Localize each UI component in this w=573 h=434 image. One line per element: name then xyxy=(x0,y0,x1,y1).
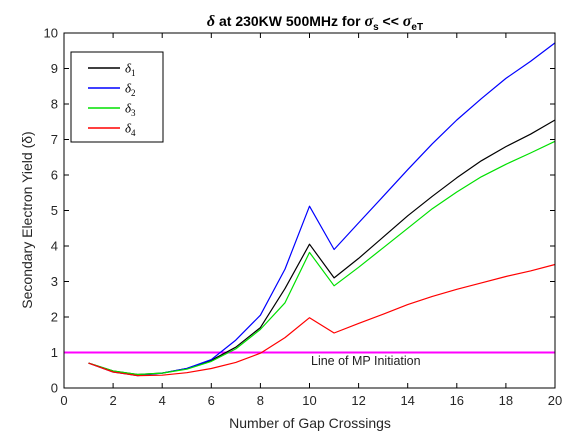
legend-label-delta-1: δ1 xyxy=(125,61,136,79)
y-tick-label: 5 xyxy=(51,203,58,218)
x-tick-label: 20 xyxy=(548,393,562,408)
y-tick-label: 1 xyxy=(51,345,58,360)
y-tick-label: 10 xyxy=(44,26,58,41)
legend-label-delta-4: δ4 xyxy=(125,121,136,139)
x-tick-label: 18 xyxy=(499,393,513,408)
legend-box xyxy=(70,51,164,143)
x-tick-label: 16 xyxy=(450,393,464,408)
series-lines xyxy=(88,42,556,377)
x-tick-label: 14 xyxy=(400,393,414,408)
x-tick-label: 4 xyxy=(159,393,166,408)
series-line-delta-3 xyxy=(88,140,556,376)
y-axis-label: Secondary Electron Yield (δ) xyxy=(19,131,35,308)
y-tick-label: 9 xyxy=(51,61,58,76)
legend[interactable]: δ1 δ2 δ3 δ4 xyxy=(70,51,164,143)
legend-label-delta-3: δ3 xyxy=(125,101,136,119)
x-axis-label: Number of Gap Crossings xyxy=(229,415,391,431)
y-tick-label: 7 xyxy=(51,132,58,147)
x-tick-label: 0 xyxy=(60,393,67,408)
y-tick-label: 3 xyxy=(51,274,58,289)
y-tick-label: 8 xyxy=(51,97,58,112)
y-tick-label: 2 xyxy=(51,310,58,325)
x-tick-label: 10 xyxy=(302,393,316,408)
chart-title: δ at 230KW 500MHz for σs << σeT xyxy=(207,13,423,33)
mp-initiation-label: Line of MP Initiation xyxy=(311,354,421,368)
y-tick-label: 6 xyxy=(51,168,58,183)
x-tick-label: 8 xyxy=(257,393,264,408)
series-line-delta-4 xyxy=(88,263,556,377)
y-tick-label: 0 xyxy=(51,381,58,396)
x-tick-label: 2 xyxy=(109,393,116,408)
x-tick-label: 12 xyxy=(351,393,365,408)
x-axis: 0 2 4 6 8 10 12 14 16 18 20 xyxy=(60,33,562,408)
plot-frame xyxy=(63,32,556,389)
x-tick-label: 6 xyxy=(208,393,215,408)
legend-items: δ1 δ2 δ3 δ4 xyxy=(88,61,136,139)
y-tick-label: 4 xyxy=(51,239,58,254)
legend-label-delta-2: δ2 xyxy=(125,81,136,99)
